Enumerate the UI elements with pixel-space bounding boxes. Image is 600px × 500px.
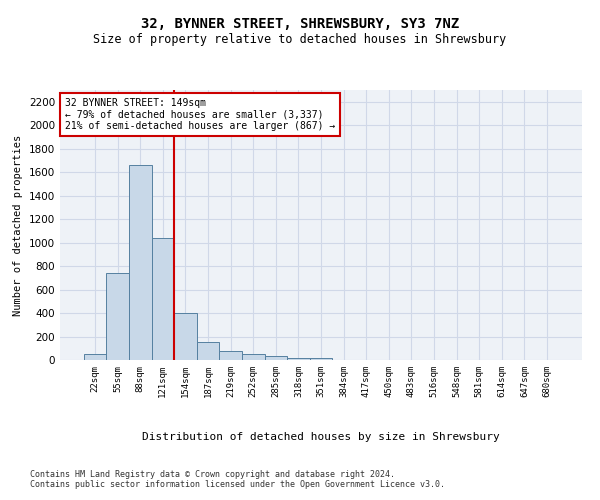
Bar (310, 358, 332, 360)
Text: Contains public sector information licensed under the Open Government Licence v3: Contains public sector information licen… (30, 480, 445, 489)
Text: Distribution of detached houses by size in Shrewsbury: Distribution of detached houses by size … (142, 432, 500, 442)
Text: Size of property relative to detached houses in Shrewsbury: Size of property relative to detached ho… (94, 32, 506, 46)
Bar (129, 165, 152, 360)
Y-axis label: Number of detached properties: Number of detached properties (13, 134, 23, 316)
Bar (152, 238, 174, 360)
Bar (287, 358, 310, 360)
Bar (174, 313, 197, 360)
Bar (197, 342, 220, 360)
Bar (242, 354, 265, 360)
Bar (265, 356, 287, 360)
Bar (220, 350, 242, 360)
Bar (84, 354, 106, 360)
Text: 32, BYNNER STREET, SHREWSBURY, SY3 7NZ: 32, BYNNER STREET, SHREWSBURY, SY3 7NZ (141, 18, 459, 32)
Bar (106, 273, 129, 360)
Text: Contains HM Land Registry data © Crown copyright and database right 2024.: Contains HM Land Registry data © Crown c… (30, 470, 395, 479)
Text: 32 BYNNER STREET: 149sqm
← 79% of detached houses are smaller (3,337)
21% of sem: 32 BYNNER STREET: 149sqm ← 79% of detach… (65, 98, 335, 132)
